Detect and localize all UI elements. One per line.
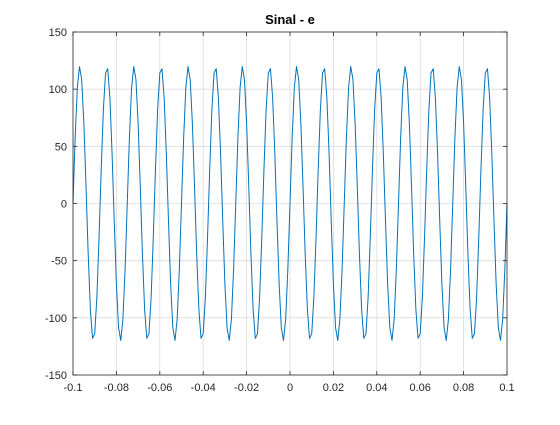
x-tick-label: 0.06: [409, 382, 430, 394]
x-tick-label: -0.08: [104, 382, 129, 394]
y-tick-label: 150: [49, 27, 67, 39]
grid-lines: [73, 32, 507, 375]
x-tick-label: 0: [287, 382, 293, 394]
x-tick-label: 0.04: [366, 382, 387, 394]
y-axis-ticks: -150 -100 -50 0 50 100 150: [45, 27, 507, 382]
x-tick-label: -0.02: [234, 382, 259, 394]
x-tick-label: 0.02: [323, 382, 344, 394]
y-tick-label: -50: [51, 256, 67, 268]
series-layer: [72, 66, 508, 341]
series-line: [72, 66, 508, 341]
y-tick-label: -150: [45, 370, 67, 382]
x-tick-label: -0.06: [147, 382, 172, 394]
x-axis-ticks: -0.1 -0.08 -0.06 -0.04 -0.02 0 0.02 0.04 0.06 0.0…: [64, 32, 515, 394]
y-tick-label: 100: [49, 84, 67, 96]
y-tick-label: -100: [45, 313, 67, 325]
x-tick-label: -0.1: [64, 382, 83, 394]
y-tick-label: 0: [61, 199, 67, 211]
x-tick-label: 0.08: [453, 382, 474, 394]
x-tick-label: 0.1: [499, 382, 514, 394]
x-tick-label: -0.04: [191, 382, 216, 394]
chart-title: Sinal - e: [265, 12, 315, 27]
y-tick-label: 50: [55, 141, 67, 153]
